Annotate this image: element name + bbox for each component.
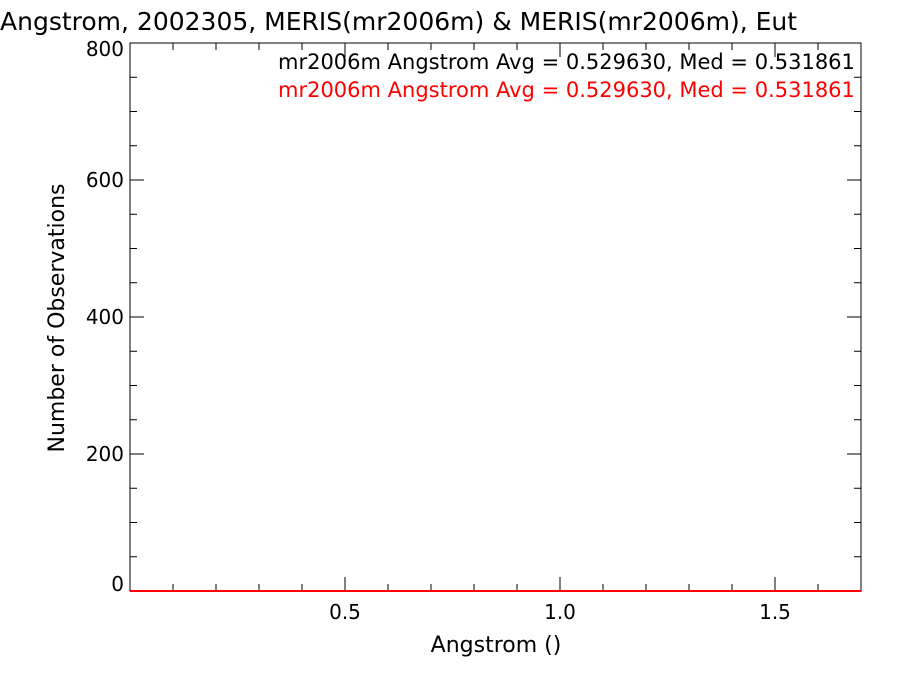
y-tick-label: 0 xyxy=(111,572,124,596)
legend-entry-black: mr2006m Angstrom Avg = 0.529630, Med = 0… xyxy=(278,50,855,74)
y-tick-label: 800 xyxy=(86,37,124,61)
x-axis: 0.5 1.0 1.5 xyxy=(172,43,862,624)
plot-area xyxy=(129,42,862,592)
x-tick-label: 0.5 xyxy=(329,600,361,624)
y-tick-label: 400 xyxy=(86,305,124,329)
chart-title: Angstrom, 2002305, MERIS(mr2006m) & MERI… xyxy=(0,7,797,36)
y-axis-label: Number of Observations xyxy=(45,184,70,453)
y-tick-label: 600 xyxy=(86,168,124,192)
x-tick-label: 1.0 xyxy=(544,600,576,624)
y-axis: 0 200 400 600 800 xyxy=(86,37,861,596)
legend-entry-red: mr2006m Angstrom Avg = 0.529630, Med = 0… xyxy=(278,78,855,102)
plot-frame xyxy=(129,42,862,592)
x-tick-label: 1.5 xyxy=(759,600,791,624)
y-tick-label: 200 xyxy=(86,442,124,466)
x-axis-label: Angstrom () xyxy=(431,633,562,658)
